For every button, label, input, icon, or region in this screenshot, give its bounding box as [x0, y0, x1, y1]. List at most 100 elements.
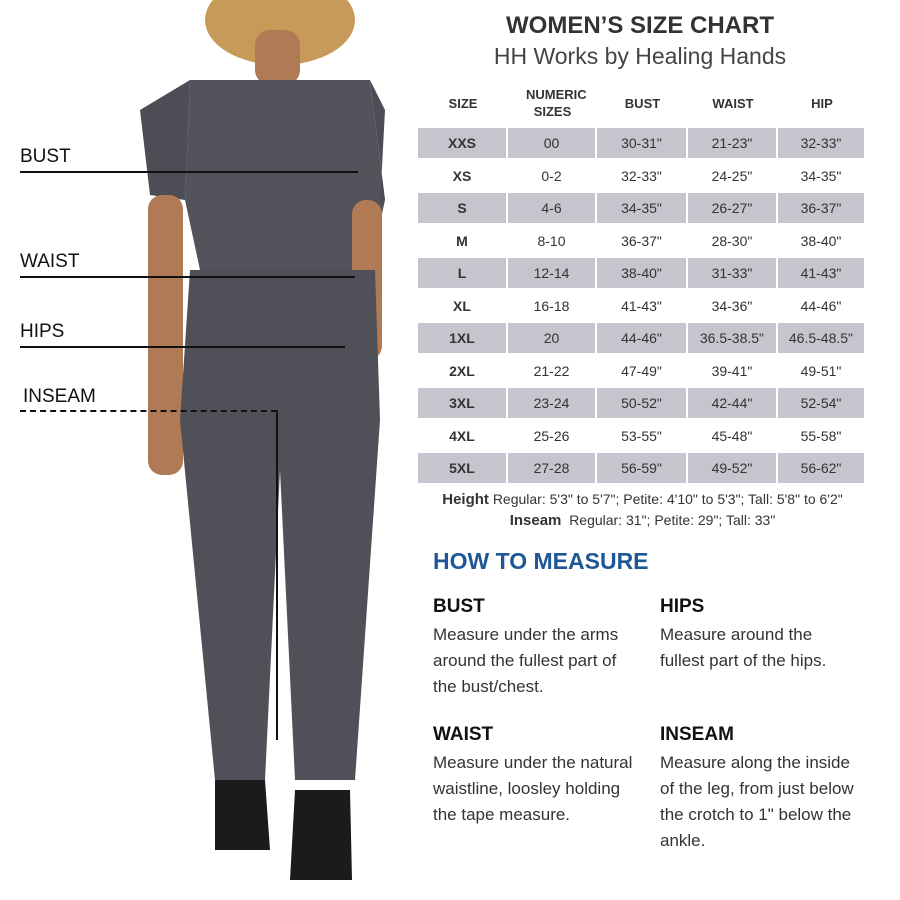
- cell-size: 2XL: [418, 355, 508, 388]
- cell-waist: 45-48": [687, 420, 778, 453]
- header-waist: WAIST: [712, 96, 754, 111]
- cell-bust: 36-37": [597, 225, 688, 258]
- cell-size: XL: [418, 290, 508, 323]
- cell-numeric-size: 00: [507, 128, 597, 160]
- cell-size: M: [418, 225, 508, 258]
- section-text: Measure under the natural waistline, loo…: [433, 753, 633, 824]
- table-row: S 4-6 34-35" 26-27" 36-37": [418, 193, 866, 225]
- section-text: Measure along the inside of the leg, fro…: [660, 753, 854, 850]
- cell-size: 3XL: [418, 388, 508, 420]
- table-row: 4XL 25-26 53-55" 45-48" 55-58": [418, 420, 866, 453]
- cell-numeric-size: 12-14: [507, 258, 597, 290]
- section-text: Measure under the arms around the fulles…: [433, 625, 619, 696]
- table-row: 3XL 23-24 50-52" 42-44" 52-54": [418, 388, 866, 420]
- height-label: Height: [442, 491, 489, 508]
- header-bust: BUST: [624, 96, 661, 111]
- cell-bust: 53-55": [597, 420, 688, 453]
- cell-waist: 21-23": [687, 128, 778, 160]
- inseam-line: [20, 410, 277, 412]
- waist-label: WAIST: [20, 251, 80, 272]
- cell-bust: 50-52": [597, 388, 688, 420]
- cell-bust: 32-33": [597, 160, 688, 193]
- cell-hip: 49-51": [777, 355, 866, 388]
- cell-waist: 49-52": [687, 453, 778, 485]
- cell-numeric-size: 4-6: [507, 193, 597, 225]
- table-row: XL 16-18 41-43" 34-36" 44-46": [418, 290, 866, 323]
- cell-size: 4XL: [418, 420, 508, 453]
- inseam-text: Regular: 31"; Petite: 29"; Tall: 33": [569, 512, 776, 528]
- cell-bust: 30-31": [597, 128, 688, 160]
- cell-hip: 34-35": [777, 160, 866, 193]
- cell-numeric-size: 25-26: [507, 420, 597, 453]
- cell-numeric-size: 0-2: [507, 160, 597, 193]
- cell-size: L: [418, 258, 508, 290]
- page-subtitle: HH Works by Healing Hands: [493, 43, 787, 69]
- cell-bust: 34-35": [597, 193, 688, 225]
- cell-hip: 36-37": [777, 193, 866, 225]
- section-heading: BUST: [433, 596, 485, 617]
- cell-hip: 38-40": [777, 225, 866, 258]
- cell-waist: 36.5-38.5": [687, 323, 778, 355]
- cell-numeric-size: 16-18: [507, 290, 597, 323]
- cell-waist: 31-33": [687, 258, 778, 290]
- cell-size: XS: [418, 160, 508, 193]
- section-heading: INSEAM: [660, 724, 734, 745]
- cell-waist: 26-27": [687, 193, 778, 225]
- section-text: Measure around the fullest part of the h…: [660, 625, 827, 670]
- waist-line: [20, 276, 355, 278]
- header-numeric-sizes: NUMERIC SIZES: [526, 87, 587, 119]
- inseam-note: Inseam Regular: 31"; Petite: 29"; Tall: …: [395, 512, 890, 529]
- table-row: M 8-10 36-37" 28-30" 38-40": [418, 225, 866, 258]
- cell-size: 1XL: [418, 323, 508, 355]
- model-photo: [140, 0, 385, 880]
- scrub-top: [185, 80, 385, 270]
- cell-hip: 52-54": [777, 388, 866, 420]
- cell-waist: 28-30": [687, 225, 778, 258]
- table-row: 5XL 27-28 56-59" 49-52" 56-62": [418, 453, 866, 485]
- cell-hip: 41-43": [777, 258, 866, 290]
- cell-numeric-size: 20: [507, 323, 597, 355]
- header-hip: HIP: [811, 96, 833, 111]
- cell-numeric-size: 21-22: [507, 355, 597, 388]
- cell-bust: 44-46": [597, 323, 688, 355]
- table-row: XS 0-2 32-33" 24-25" 34-35": [418, 160, 866, 193]
- bust-label: BUST: [20, 146, 71, 167]
- header-size: SIZE: [448, 96, 478, 111]
- cell-bust: 41-43": [597, 290, 688, 323]
- cell-hip: 56-62": [777, 453, 866, 485]
- height-text: Regular: 5'3" to 5'7"; Petite: 4'10" to …: [492, 491, 843, 507]
- inseam-label: INSEAM: [23, 386, 96, 407]
- cell-hip: 32-33": [777, 128, 866, 160]
- right-shoe: [290, 790, 352, 880]
- cell-waist: 24-25": [687, 160, 778, 193]
- cell-numeric-size: 23-24: [507, 388, 597, 420]
- cell-bust: 56-59": [597, 453, 688, 485]
- left-arm: [148, 195, 183, 475]
- table-row: 1XL 20 44-46" 36.5-38.5" 46.5-48.5": [418, 323, 866, 355]
- section-waist: WAIST Measure under the natural waistline…: [433, 724, 633, 828]
- cell-hip: 44-46": [777, 290, 866, 323]
- cell-numeric-size: 27-28: [507, 453, 597, 485]
- table-row: XXS 00 30-31" 21-23" 32-33": [418, 128, 866, 160]
- cell-hip: 55-58": [777, 420, 866, 453]
- cell-bust: 38-40": [597, 258, 688, 290]
- cell-waist: 34-36": [687, 290, 778, 323]
- hips-label: HIPS: [20, 321, 65, 342]
- table-row: L 12-14 38-40" 31-33" 41-43": [418, 258, 866, 290]
- section-heading: WAIST: [433, 724, 494, 745]
- cell-waist: 42-44": [687, 388, 778, 420]
- hips-line: [20, 346, 345, 348]
- cell-bust: 47-49": [597, 355, 688, 388]
- cell-size: 5XL: [418, 453, 508, 485]
- section-hips: HIPS Measure around the fullest part of t…: [660, 596, 860, 674]
- cell-waist: 39-41": [687, 355, 778, 388]
- bust-line: [20, 171, 358, 173]
- page-title: WOMEN’S SIZE CHART: [506, 12, 774, 39]
- cell-size: XXS: [418, 128, 508, 160]
- cell-hip: 46.5-48.5": [777, 323, 866, 355]
- cell-numeric-size: 8-10: [507, 225, 597, 258]
- section-bust: BUST Measure under the arms around the fu…: [433, 596, 643, 700]
- cell-size: S: [418, 193, 508, 225]
- section-heading: HIPS: [660, 596, 705, 617]
- section-inseam: INSEAM Measure along the inside of the le…: [660, 724, 865, 854]
